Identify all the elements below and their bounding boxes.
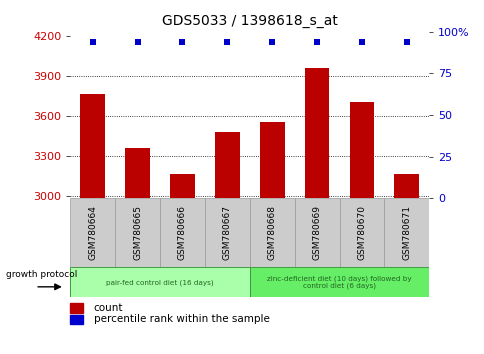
Bar — [259, 122, 284, 198]
Bar — [349, 102, 374, 198]
Text: GSM780664: GSM780664 — [88, 205, 97, 260]
Bar — [125, 148, 150, 198]
Point — [178, 39, 186, 45]
Text: GSM780668: GSM780668 — [267, 205, 276, 260]
Bar — [339, 198, 384, 267]
Bar — [70, 267, 249, 297]
Bar — [70, 303, 83, 313]
Bar — [80, 95, 105, 198]
Bar — [249, 267, 428, 297]
Bar — [393, 174, 418, 198]
Bar — [160, 198, 204, 267]
Title: GDS5033 / 1398618_s_at: GDS5033 / 1398618_s_at — [162, 14, 337, 28]
Text: count: count — [93, 303, 123, 313]
Point — [402, 39, 410, 45]
Text: growth protocol: growth protocol — [6, 270, 77, 279]
Bar — [294, 198, 339, 267]
Bar — [383, 198, 428, 267]
Text: GSM780669: GSM780669 — [312, 205, 321, 260]
Bar — [214, 132, 239, 198]
Bar — [70, 315, 83, 324]
Text: GSM780671: GSM780671 — [401, 205, 410, 260]
Text: pair-fed control diet (16 days): pair-fed control diet (16 days) — [106, 279, 213, 286]
Text: GSM780665: GSM780665 — [133, 205, 142, 260]
Bar — [304, 68, 329, 198]
Bar — [170, 174, 195, 198]
Point — [223, 39, 231, 45]
Point — [268, 39, 275, 45]
Text: GSM780670: GSM780670 — [357, 205, 366, 260]
Text: percentile rank within the sample: percentile rank within the sample — [93, 314, 269, 324]
Bar — [249, 198, 294, 267]
Bar — [70, 198, 115, 267]
Text: zinc-deficient diet (10 days) followed by
control diet (6 days): zinc-deficient diet (10 days) followed b… — [267, 275, 411, 289]
Point — [134, 39, 141, 45]
Point — [313, 39, 320, 45]
Point — [357, 39, 365, 45]
Text: GSM780666: GSM780666 — [178, 205, 187, 260]
Text: GSM780667: GSM780667 — [222, 205, 231, 260]
Bar — [115, 198, 160, 267]
Point — [89, 39, 96, 45]
Bar — [204, 198, 249, 267]
